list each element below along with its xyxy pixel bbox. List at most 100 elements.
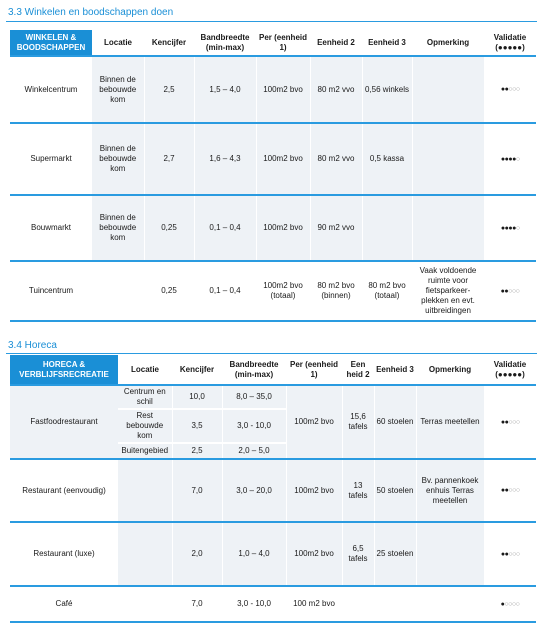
filled-dot-icon: ● xyxy=(500,155,505,163)
filled-dot-icon: ● xyxy=(504,550,509,558)
table-row: Winkelcentrum Binnen de bebouwde kom 2,5… xyxy=(10,56,536,124)
row-name: Fastfoodrestaurant xyxy=(10,385,118,460)
validation-rating: ●●○○○ xyxy=(484,522,536,587)
header-bandbreedte: Bandbreedte (min-max) xyxy=(222,355,286,386)
row-opmerking: Terras meetellen xyxy=(416,385,485,460)
row-opmerking xyxy=(416,586,484,623)
row-per: 100m2 bvo xyxy=(286,459,343,523)
empty-dot-icon: ○ xyxy=(515,287,520,295)
validation-rating: ●●●●○ xyxy=(484,195,536,262)
row-name: Restaurant (eenvoudig) xyxy=(10,459,118,523)
validation-rating: ●●○○○ xyxy=(484,56,536,124)
empty-dot-icon: ○ xyxy=(512,487,516,494)
header-per: Per (eenheid 1) xyxy=(256,30,310,57)
row-locatie xyxy=(118,459,173,523)
row-bandbreedte: 8,0 – 35,0 xyxy=(222,385,287,410)
row-locatie: Buitengebied xyxy=(118,443,173,460)
row-bandbreedte: 2,0 – 5,0 xyxy=(222,443,287,460)
filled-dot-icon: ● xyxy=(512,224,516,232)
filled-dot-icon: ● xyxy=(504,86,509,93)
row-name: Café xyxy=(10,586,118,623)
filled-dot-icon: ● xyxy=(508,155,513,163)
header-category: WINKELEN & BOODSCHAPPEN xyxy=(10,30,92,57)
row-per: 100m2 bvo xyxy=(256,123,311,196)
row-locatie xyxy=(118,586,172,623)
row-eenheid2: 80 m2 bvo (binnen) xyxy=(310,261,362,322)
row-eenheid3 xyxy=(374,586,416,623)
filled-dot-icon: ● xyxy=(500,487,505,494)
table-row: Fastfoodrestaurant Centrum en schil 10,0… xyxy=(10,385,536,460)
row-kencijfer: 2,0 xyxy=(172,522,223,587)
filled-dot-icon: ● xyxy=(504,418,509,426)
row-per: 100m2 bvo (totaal) xyxy=(256,261,310,322)
row-per: 100m2 bvo xyxy=(286,385,343,460)
row-per: 100m2 bvo xyxy=(256,56,311,124)
filled-dot-icon: ● xyxy=(500,600,505,608)
filled-dot-icon: ● xyxy=(512,155,516,163)
table-winkelen: WINKELEN & BOODSCHAPPEN Locatie Kencijfe… xyxy=(10,30,536,322)
header-validatie: Validatie (●●●●●) xyxy=(484,355,536,386)
rating-dots: ●●○○○ xyxy=(501,86,520,93)
filled-dot-icon: ● xyxy=(504,155,509,163)
rating-dots: ●●○○○ xyxy=(501,419,520,426)
header-eenheid2: Eenheid 2 xyxy=(310,30,362,57)
row-name: Tuincentrum xyxy=(10,261,92,322)
empty-dot-icon: ○ xyxy=(511,600,516,608)
row-bandbreedte: 1,0 – 4,0 xyxy=(222,522,287,587)
row-eenheid2 xyxy=(342,586,374,623)
validation-rating: ●●○○○ xyxy=(484,385,536,460)
empty-dot-icon: ○ xyxy=(508,418,513,426)
empty-dot-icon: ○ xyxy=(515,86,520,93)
row-kencijfer: 10,0 xyxy=(172,385,223,410)
row-opmerking xyxy=(412,195,485,262)
table-row: Tuincentrum 0,25 0,1 – 0,4 100m2 bvo (to… xyxy=(10,261,536,322)
table-horeca: HORECA & VERBLIJFSRECREATIE Locatie Kenc… xyxy=(10,355,536,623)
row-name: Winkelcentrum xyxy=(10,56,92,124)
row-locatie: Binnen de bebouwde kom xyxy=(92,56,145,124)
table-row: Restaurant (luxe) 2,0 1,0 – 4,0 100m2 bv… xyxy=(10,522,536,587)
empty-dot-icon: ○ xyxy=(512,86,516,93)
table-row: Café 7,0 3,0 - 10,0 100 m2 bvo ●○○○○ xyxy=(10,586,536,623)
header-locatie: Locatie xyxy=(92,30,144,57)
table-row: Rest bebouwde kom 3,5 3,0 - 10,0 xyxy=(10,409,536,444)
validation-rating: ●●●●○ xyxy=(484,123,536,196)
row-eenheid2: 90 m2 vvo xyxy=(310,195,363,262)
rating-dots: ●●●●○ xyxy=(501,225,520,232)
row-opmerking: Vaak voldoende ruimte voor fietsparkeer-… xyxy=(412,261,484,322)
row-bandbreedte: 3,0 – 20,0 xyxy=(222,459,287,523)
header-bandbreedte: Bandbreedte (min-max) xyxy=(194,30,256,57)
section-rule xyxy=(6,21,537,22)
row-kencijfer: 2,5 xyxy=(172,443,223,460)
rating-dots: ●●○○○ xyxy=(501,551,520,558)
row-name: Restaurant (luxe) xyxy=(10,522,118,587)
rating-dots: ●○○○○ xyxy=(501,601,520,608)
row-opmerking xyxy=(416,522,485,587)
header-eenheid2: Een heid 2 xyxy=(342,355,374,386)
empty-dot-icon: ○ xyxy=(515,600,520,608)
row-kencijfer: 2,7 xyxy=(144,123,195,196)
empty-dot-icon: ○ xyxy=(508,600,512,608)
empty-dot-icon: ○ xyxy=(504,600,509,608)
empty-dot-icon: ○ xyxy=(512,550,516,558)
empty-dot-icon: ○ xyxy=(515,487,520,494)
row-kencijfer: 0,25 xyxy=(144,195,195,262)
empty-dot-icon: ○ xyxy=(508,86,513,93)
row-kencijfer: 0,25 xyxy=(144,261,194,322)
filled-dot-icon: ● xyxy=(500,550,505,558)
section-rule xyxy=(6,353,537,354)
row-locatie: Centrum en schil xyxy=(118,385,173,410)
header-per: Per (eenheid 1) xyxy=(286,355,342,386)
row-eenheid2: 15,6 tafels xyxy=(342,385,375,460)
empty-dot-icon: ○ xyxy=(515,155,520,163)
header-eenheid3: Eenheid 3 xyxy=(362,30,412,57)
header-opmerking: Opmerking xyxy=(412,30,484,57)
row-kencijfer: 7,0 xyxy=(172,459,223,523)
row-eenheid3: 60 stoelen xyxy=(374,385,417,460)
empty-dot-icon: ○ xyxy=(515,550,520,558)
rating-dots: ●●●●○ xyxy=(501,156,520,163)
empty-dot-icon: ○ xyxy=(508,487,513,494)
row-eenheid2: 13 tafels xyxy=(342,459,375,523)
row-opmerking xyxy=(412,56,485,124)
row-eenheid3: 25 stoelen xyxy=(374,522,417,587)
table-row: Restaurant (eenvoudig) 7,0 3,0 – 20,0 10… xyxy=(10,459,536,523)
